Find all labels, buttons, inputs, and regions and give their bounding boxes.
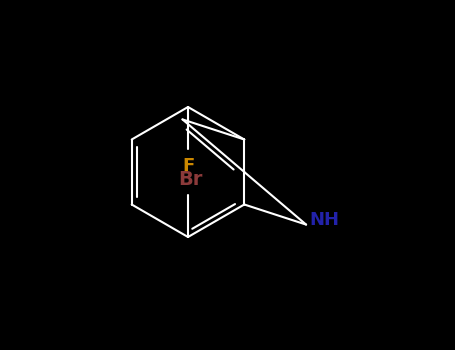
- Text: NH: NH: [309, 211, 339, 229]
- Text: Br: Br: [178, 170, 202, 189]
- Text: F: F: [182, 157, 194, 175]
